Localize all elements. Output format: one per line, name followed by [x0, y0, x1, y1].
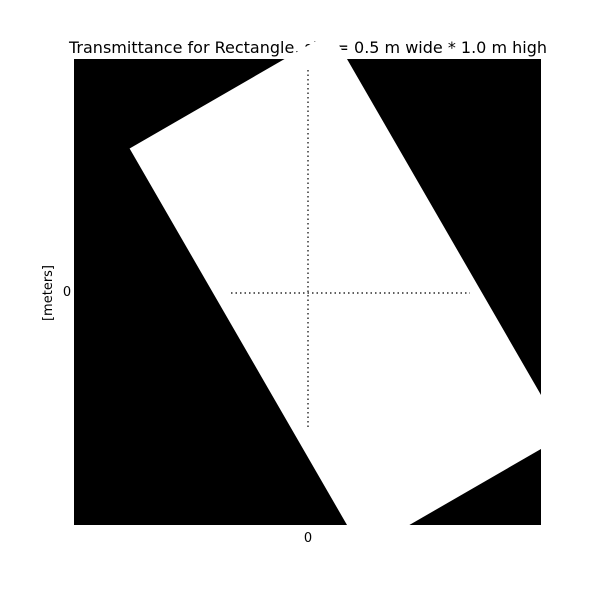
plot-area — [74, 32, 565, 552]
x-tick-label: 0 — [304, 531, 312, 546]
y-tick-label: 0 — [63, 285, 71, 300]
aperture-rectangle — [129, 32, 565, 552]
y-axis-label: [meters] — [41, 265, 56, 321]
